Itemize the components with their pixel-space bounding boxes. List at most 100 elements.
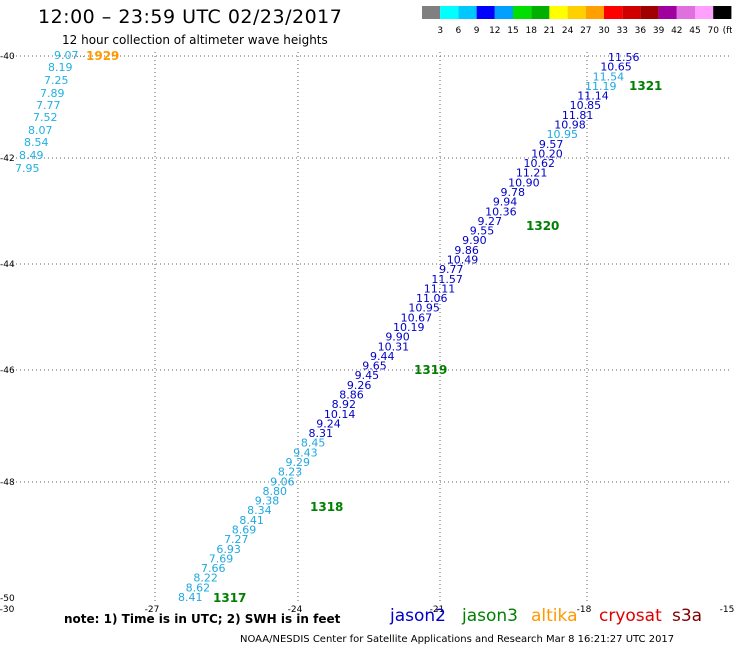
latitude-label: -40 xyxy=(0,52,15,62)
wave-height-label: 9.27 xyxy=(477,215,502,228)
pass-number-label: 1320 xyxy=(526,219,559,233)
wave-height-label: 11.57 xyxy=(431,273,463,286)
color-scale-label: 9 xyxy=(474,26,480,36)
wave-height-label: 7.52 xyxy=(33,111,58,124)
pass-number-label: 1319 xyxy=(414,363,447,377)
wave-height-label: 11.56 xyxy=(608,51,640,64)
color-swatch xyxy=(531,6,550,19)
wave-height-label: 10.36 xyxy=(485,205,516,218)
track-dot xyxy=(77,56,78,57)
color-swatch xyxy=(440,6,459,19)
pass-number-label: 1318 xyxy=(310,500,343,514)
color-scale-label: 15 xyxy=(507,26,518,36)
wave-height-label: 11.81 xyxy=(562,109,594,122)
color-scale-label: 24 xyxy=(562,26,574,36)
wave-height-label: 9.86 xyxy=(454,244,479,257)
wave-height-label: 9.57 xyxy=(539,138,564,151)
track-dot xyxy=(83,56,84,57)
wave-height-label: 10.67 xyxy=(401,311,433,324)
wave-height-label: 8.62 xyxy=(186,581,211,594)
color-scale-label: 42 xyxy=(671,26,682,36)
wave-height-label: 7.27 xyxy=(224,533,249,546)
color-swatch xyxy=(585,6,604,19)
color-swatch xyxy=(604,6,623,19)
longitude-label: -24 xyxy=(288,605,303,615)
legend-altika: altika xyxy=(531,606,578,626)
axis-ticks: -30 -27 -24 -21 -18 -15 -40 -42 -44 -46 -48 -50 xyxy=(0,52,734,615)
color-swatch xyxy=(458,6,477,19)
wave-height-label: 8.69 xyxy=(232,524,257,537)
color-scale-label: 12 xyxy=(489,26,500,36)
wave-height-label: 8.45 xyxy=(301,437,326,450)
color-scale-label: 36 xyxy=(635,26,647,36)
wave-height-label: 10.95 xyxy=(547,128,579,141)
wave-height-label: 9.06 xyxy=(270,475,295,488)
color-swatch xyxy=(513,6,532,19)
wave-height-label: 7.77 xyxy=(36,99,61,112)
track-dot xyxy=(80,56,81,57)
credit-line: NOAA/NESDIS Center for Satellite Applica… xyxy=(240,634,675,645)
color-scale-label: (ft) xyxy=(723,26,732,36)
wave-height-label: 7.89 xyxy=(40,87,65,100)
wave-height-label: 10.20 xyxy=(531,147,563,160)
longitude-label: -21 xyxy=(430,605,445,615)
longitude-label: -27 xyxy=(145,605,160,615)
wave-height-label: 10.14 xyxy=(324,408,356,421)
color-swatch xyxy=(640,6,659,19)
map-title: 12:00 – 23:59 UTC 02/23/2017 xyxy=(38,6,343,28)
wave-height-label: 10.62 xyxy=(524,157,556,170)
longitude-label: -15 xyxy=(720,605,735,615)
legend-s3a: s3a xyxy=(672,606,703,626)
color-scale-label: 18 xyxy=(525,26,537,36)
color-swatch xyxy=(422,6,441,19)
latitude-label: -50 xyxy=(0,594,15,604)
latitude-label: -48 xyxy=(0,478,15,488)
wave-height-label: 8.34 xyxy=(247,504,272,517)
color-swatch xyxy=(658,6,677,19)
color-scale-label: 30 xyxy=(598,26,610,36)
color-swatch xyxy=(713,6,732,19)
wave-height-label: 10.85 xyxy=(570,99,602,112)
color-scale-label: 45 xyxy=(689,26,700,36)
wave-height-label: 7.66 xyxy=(201,562,226,575)
wave-height-label: 9.24 xyxy=(316,417,341,430)
wave-height-label: 11.19 xyxy=(585,80,617,93)
color-swatch xyxy=(494,6,513,19)
footer-note: note: 1) Time is in UTC; 2) SWH is in fe… xyxy=(64,612,341,626)
wave-height-label: 8.92 xyxy=(332,398,357,411)
wave-height-label: 10.31 xyxy=(378,340,410,353)
wave-height-label: 8.41 xyxy=(178,591,203,604)
wave-height-label: 11.14 xyxy=(577,90,609,103)
altika-track: 9.078.197.257.897.777.528.078.548.497.95… xyxy=(15,49,119,175)
pass-number-label: 1929 xyxy=(86,49,119,63)
wave-height-label: 9.43 xyxy=(293,446,318,459)
wave-height-label: 9.77 xyxy=(439,263,464,276)
wave-height-label: 8.31 xyxy=(309,427,334,440)
wave-height-label: 8.41 xyxy=(239,514,264,527)
color-scale-label: 39 xyxy=(653,26,665,36)
jason-track: 11.5610.6511.5411.1911.1410.8511.8110.98… xyxy=(178,51,662,605)
track-dot xyxy=(74,56,75,57)
color-scale-label: 21 xyxy=(544,26,555,36)
wave-height-label: 6.93 xyxy=(216,543,241,556)
wave-height-label: 9.44 xyxy=(370,350,395,363)
wave-height-label: 11.11 xyxy=(424,282,456,295)
color-swatch xyxy=(476,6,495,19)
wave-height-label: 11.54 xyxy=(593,70,625,83)
wave-height-label: 11.21 xyxy=(516,167,548,180)
wave-height-label: 7.69 xyxy=(209,552,234,565)
latitude-label: -46 xyxy=(0,366,15,376)
color-scale-label: 3 xyxy=(437,26,443,36)
legend-cryosat: cryosat xyxy=(599,606,662,626)
wave-height-label: 10.19 xyxy=(393,321,425,334)
color-swatch xyxy=(695,6,714,19)
wave-height-label: 11.06 xyxy=(416,292,448,305)
legend-jason2: jason2 xyxy=(390,606,446,626)
longitude-label: -18 xyxy=(577,605,592,615)
wave-height-label: 8.19 xyxy=(48,61,73,74)
wave-height-label: 8.07 xyxy=(28,124,53,137)
wave-height-label: 9.65 xyxy=(362,360,387,373)
legend-jason3: jason3 xyxy=(462,606,518,626)
